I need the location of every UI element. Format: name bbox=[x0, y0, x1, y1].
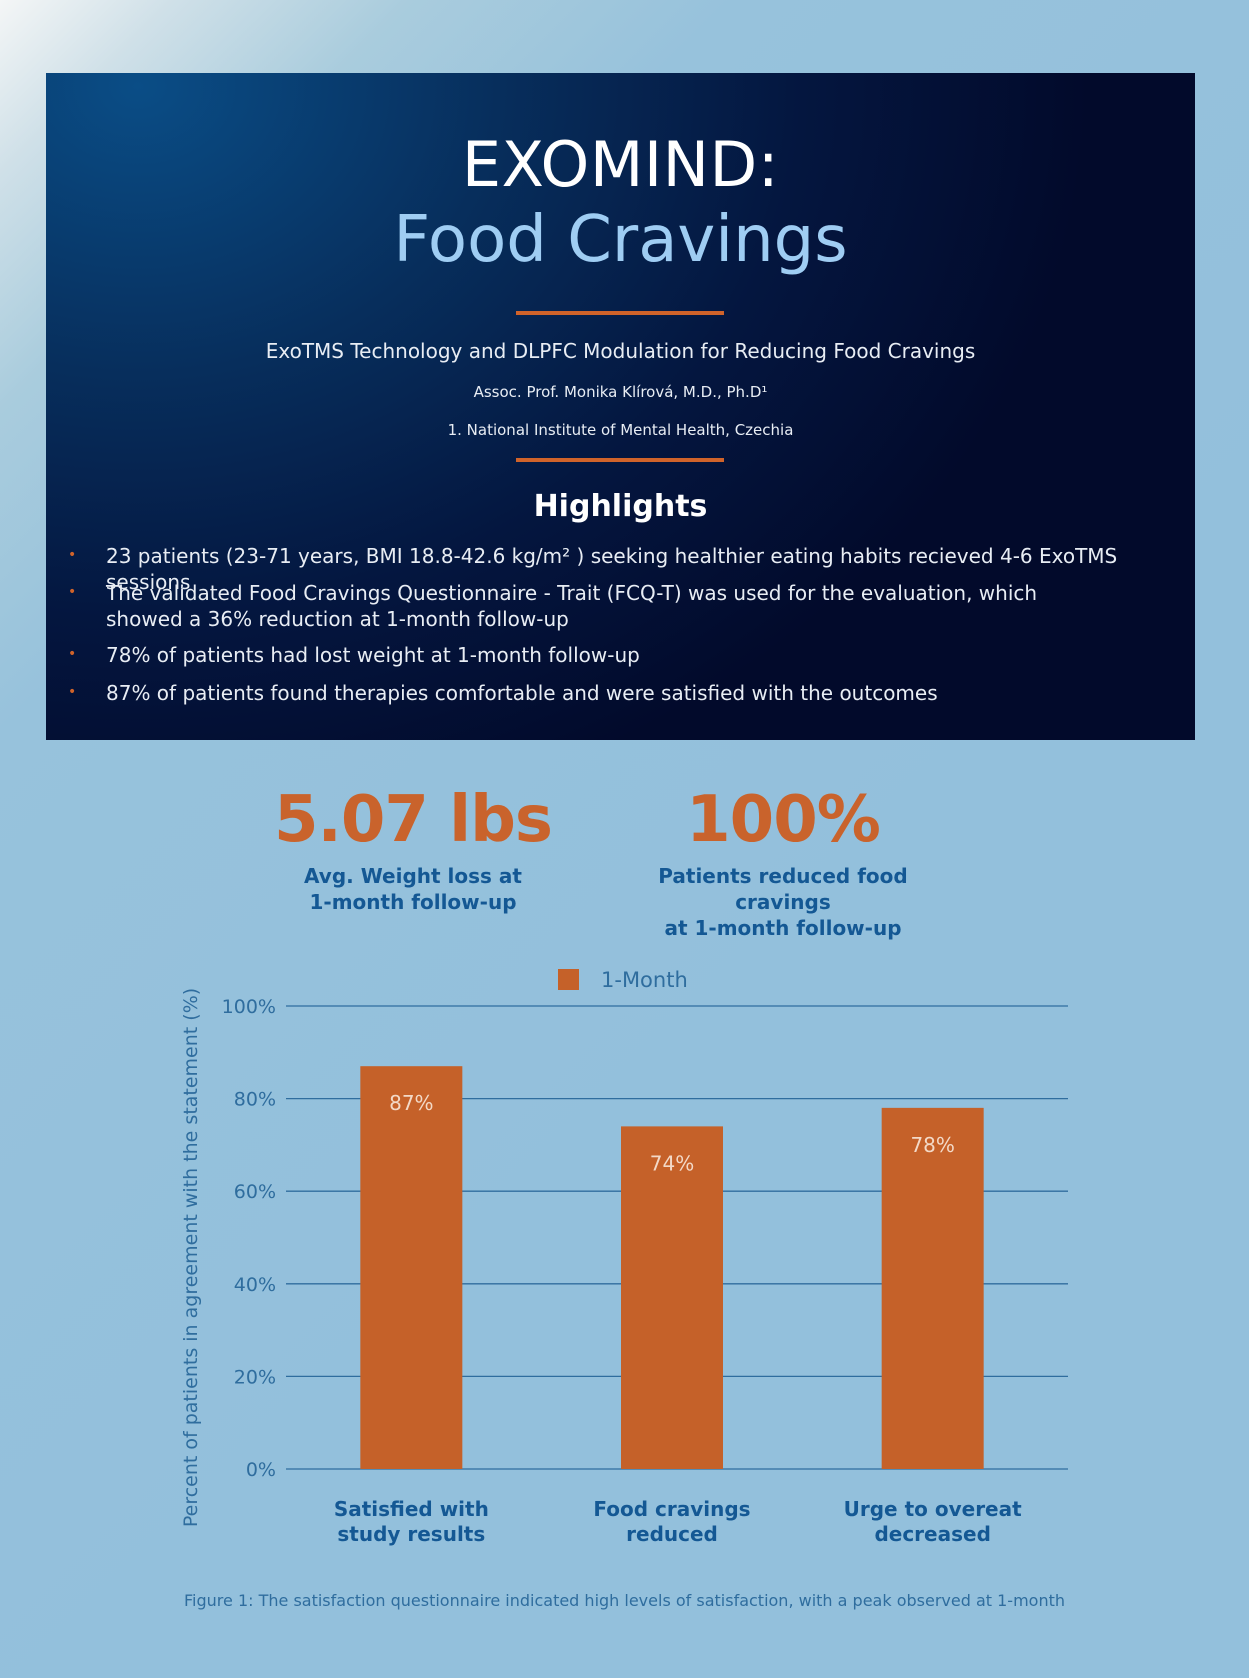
bar bbox=[881, 1107, 984, 1469]
stat-cravings-reduced: 100% Patients reduced food cravings at 1… bbox=[612, 783, 954, 941]
x-category-label: Satisfied with bbox=[334, 1497, 489, 1521]
affiliation: 1. National Institute of Mental Health, … bbox=[447, 421, 794, 439]
bar-value-label: 87% bbox=[389, 1091, 433, 1115]
stat-weight-loss: 5.07 lbs Avg. Weight loss at 1-month fol… bbox=[272, 783, 554, 915]
bullet-icon: • bbox=[68, 684, 77, 700]
highlight-item: • The validated Food Cravings Questionnai… bbox=[68, 581, 1038, 631]
legend-label: 1-Month bbox=[601, 968, 688, 992]
title-line2: Food Cravings bbox=[393, 203, 848, 277]
bar bbox=[360, 1066, 463, 1469]
y-tick-label: 40% bbox=[234, 1274, 276, 1296]
figure-caption: Figure 1: The satisfaction questionnaire… bbox=[184, 1591, 1065, 1610]
x-category-label: reduced bbox=[626, 1522, 718, 1546]
x-category-label: Urge to overeat bbox=[844, 1497, 1022, 1521]
divider-bottom bbox=[516, 458, 724, 462]
y-tick-label: 60% bbox=[234, 1181, 276, 1203]
x-category-label: study results bbox=[337, 1522, 485, 1546]
y-tick-label: 0% bbox=[246, 1459, 276, 1481]
bar-value-label: 78% bbox=[910, 1133, 954, 1157]
bar-value-label: 74% bbox=[650, 1151, 694, 1175]
highlight-item: • 87% of patients found therapies comfort… bbox=[68, 681, 938, 705]
bar bbox=[621, 1126, 723, 1469]
stat-label: Patients reduced food cravings at 1-mont… bbox=[658, 864, 908, 940]
author: Assoc. Prof. Monika Klírová, M.D., Ph.D¹ bbox=[473, 383, 768, 401]
bar-chart: 1-Month Percent of patients in agreement … bbox=[180, 968, 1068, 1546]
bullet-icon: • bbox=[68, 547, 77, 563]
subtitle: ExoTMS Technology and DLPFC Modulation f… bbox=[265, 339, 976, 363]
y-tick-label: 100% bbox=[222, 996, 276, 1018]
x-category-label: decreased bbox=[874, 1522, 990, 1546]
bullet-icon: • bbox=[68, 584, 77, 600]
bullet-icon: • bbox=[68, 646, 77, 662]
y-axis-label: Percent of patients in agreement with th… bbox=[180, 988, 202, 1527]
title-line1: EXOMIND: bbox=[461, 128, 780, 201]
highlight-item: • 78% of patients had lost weight at 1-mo… bbox=[68, 643, 640, 667]
divider-top bbox=[516, 311, 724, 315]
x-category-label: Food cravings bbox=[593, 1497, 750, 1521]
legend: 1-Month bbox=[558, 968, 688, 992]
header-panel: EXOMIND: Food Cravings ExoTMS Technology… bbox=[46, 73, 1195, 740]
stat-value: 5.07 lbs bbox=[273, 783, 553, 857]
y-tick-label: 20% bbox=[234, 1366, 276, 1388]
stat-value: 100% bbox=[686, 783, 881, 857]
legend-swatch bbox=[558, 969, 579, 990]
highlights-title: Highlights bbox=[533, 489, 708, 524]
y-tick-label: 80% bbox=[234, 1089, 276, 1111]
stat-label: Avg. Weight loss at 1-month follow-up bbox=[304, 864, 522, 914]
highlight-item: • 23 patients (23-71 years, BMI 18.8-42.6… bbox=[68, 544, 1118, 594]
